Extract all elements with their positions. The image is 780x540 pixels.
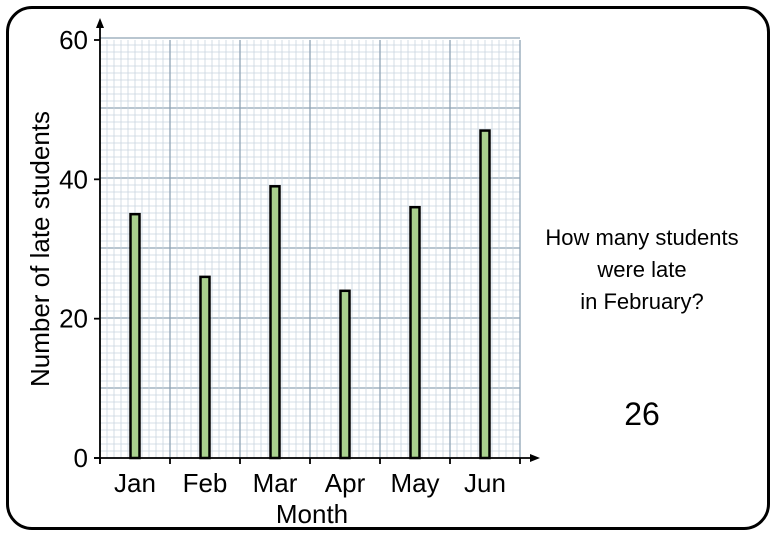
card-frame bbox=[6, 6, 770, 530]
x-tick-label: Jan bbox=[114, 468, 156, 498]
x-tick-label: Mar bbox=[253, 468, 298, 498]
x-tick-label: Apr bbox=[325, 468, 366, 498]
question-text: How many students were late in February? bbox=[512, 222, 772, 318]
question-line-3: in February? bbox=[580, 289, 704, 314]
bar-apr bbox=[339, 289, 351, 460]
x-axis-title: Month bbox=[276, 499, 348, 529]
axes bbox=[94, 18, 540, 464]
question-line-2: were late bbox=[597, 257, 687, 282]
y-tick-label: 60 bbox=[59, 25, 88, 55]
bar-feb bbox=[199, 275, 211, 460]
bar-may bbox=[409, 205, 421, 460]
question-line-1: How many students bbox=[545, 225, 739, 250]
bar-mar bbox=[269, 185, 281, 460]
grid bbox=[99, 37, 521, 459]
bar-jun bbox=[479, 129, 491, 460]
y-tick-label: 0 bbox=[74, 443, 88, 473]
y-tick-label: 20 bbox=[59, 304, 88, 334]
x-axis-arrow bbox=[530, 454, 540, 462]
answer-value: 26 bbox=[624, 396, 660, 432]
x-tick-label: May bbox=[390, 468, 439, 498]
x-tick-label: Jun bbox=[464, 468, 506, 498]
y-axis-arrow bbox=[96, 18, 104, 28]
bar-jan bbox=[129, 212, 141, 460]
x-tick-label: Feb bbox=[183, 468, 228, 498]
y-axis-title: Number of late students bbox=[25, 111, 55, 387]
labels: 0 20 40 60 Jan Feb Mar Apr May Jun Month Number of … bbox=[25, 25, 506, 529]
y-tick-label: 40 bbox=[59, 164, 88, 194]
